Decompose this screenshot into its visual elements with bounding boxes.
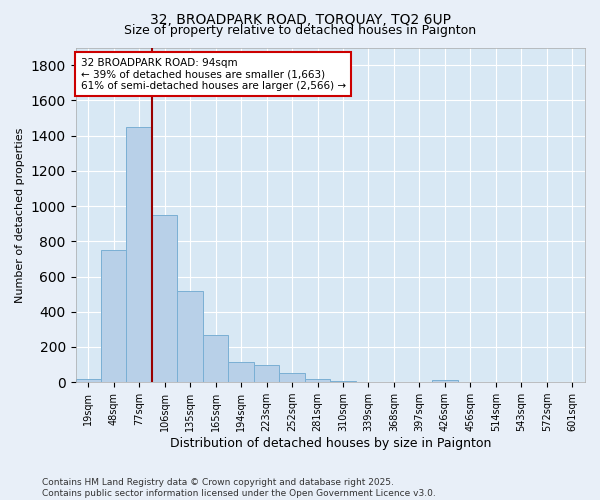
Bar [305,378,330,382]
Bar [203,334,229,382]
Bar [229,362,254,382]
Bar [76,378,101,382]
Bar [280,374,305,382]
Text: Contains HM Land Registry data © Crown copyright and database right 2025.
Contai: Contains HM Land Registry data © Crown c… [42,478,436,498]
Bar [178,290,203,382]
Text: Size of property relative to detached houses in Paignton: Size of property relative to detached ho… [124,24,476,37]
Bar [152,215,178,382]
Y-axis label: Number of detached properties: Number of detached properties [15,127,25,302]
Bar [127,127,152,382]
Bar [432,380,458,382]
X-axis label: Distribution of detached houses by size in Paignton: Distribution of detached houses by size … [170,437,491,450]
Text: 32 BROADPARK ROAD: 94sqm
← 39% of detached houses are smaller (1,663)
61% of sem: 32 BROADPARK ROAD: 94sqm ← 39% of detach… [80,58,346,90]
Text: 32, BROADPARK ROAD, TORQUAY, TQ2 6UP: 32, BROADPARK ROAD, TORQUAY, TQ2 6UP [149,12,451,26]
Bar [101,250,127,382]
Bar [254,366,280,382]
